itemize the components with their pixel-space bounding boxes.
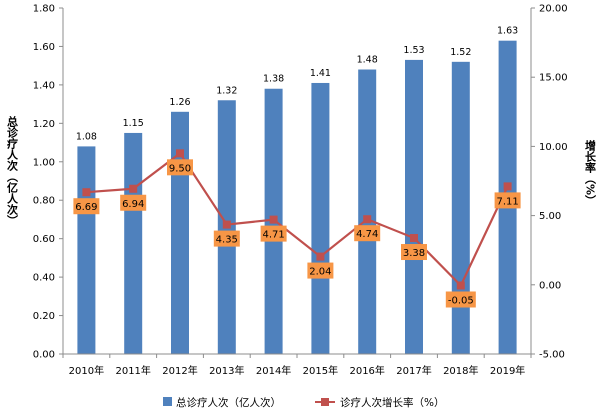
y2-tick-label: 5.00 [539, 211, 561, 222]
rate-value-label: 6.69 [75, 202, 97, 213]
y2-tick-label: 10.00 [539, 142, 568, 153]
rate-label-box [445, 291, 476, 308]
y-tick-label: 1.20 [33, 119, 55, 130]
y-axis-right-title: 增长率（%） [584, 139, 598, 206]
legend-label-line: 诊疗人次增长率（%） [340, 396, 444, 409]
y-axis-left-title: 总诊疗人次（亿人次） [6, 115, 20, 226]
bar-value-label: 1.41 [310, 68, 331, 79]
bar-value-label: 1.63 [497, 26, 518, 37]
bar [77, 146, 96, 354]
bar-value-label: 1.15 [123, 118, 144, 129]
bar [171, 111, 189, 354]
rate-value-label: 7.11 [496, 196, 518, 207]
bar [124, 132, 143, 354]
x-tick-label: 2019年 [490, 364, 525, 377]
rate-marker [269, 215, 278, 224]
rate-label-box [73, 198, 100, 215]
x-tick-label: 2017年 [396, 364, 431, 377]
bar-value-label: 1.32 [216, 85, 237, 96]
x-axis-ticks: 2010年 2011年 2012年 2013年 2014年 2015年 2016年 2017年… [62, 354, 532, 377]
legend-swatch-marker [321, 398, 329, 406]
y-tick-label: 0.00 [33, 350, 55, 361]
y-tick-label: 1.80 [33, 4, 55, 15]
rate-value-label: 4.71 [262, 230, 284, 241]
bar-value-label: 1.38 [263, 74, 284, 85]
bar-value-label: 1.48 [357, 55, 378, 66]
bar [451, 61, 470, 354]
bar-value-label: 1.26 [169, 97, 190, 108]
bar-value-label: 1.53 [403, 45, 424, 56]
bar-value-label: 1.52 [450, 47, 471, 58]
rate-value-label: 6.94 [122, 199, 144, 210]
rate-marker [503, 182, 512, 191]
bar [405, 59, 423, 355]
x-tick-label: 2012年 [162, 364, 197, 377]
rate-marker [410, 234, 418, 243]
rate-value-label: 4.35 [216, 235, 238, 246]
rate-value-label: 2.04 [309, 267, 331, 278]
rate-marker [456, 281, 465, 290]
legend-label-bar: 总诊疗人次（亿人次） [176, 396, 281, 409]
bar [311, 82, 330, 354]
y-axis-right-ticks: -5.00 0.00 5.00 10.00 15.00 20.00 [531, 4, 568, 361]
rate-marker [82, 188, 91, 197]
x-tick-label: 2011年 [115, 364, 150, 377]
rate-value-label: 3.38 [403, 248, 425, 259]
rate-marker [176, 149, 184, 158]
rate-marker [222, 220, 231, 229]
rate-line [86, 151, 509, 288]
rate-label-box [260, 225, 287, 242]
rate-marker [363, 215, 372, 224]
y2-tick-label: 15.00 [539, 73, 568, 84]
y-axis-left-ticks: 0.00 0.20 0.40 0.60 0.80 1.00 1.20 1.40 1.60 1.80 [33, 4, 63, 361]
x-tick-label: 2014年 [256, 364, 291, 377]
rate-label-box [167, 159, 193, 176]
y2-tick-label: -5.00 [539, 350, 565, 361]
y-tick-label: 0.80 [33, 196, 55, 207]
legend: 总诊疗人次（亿人次） 诊疗人次增长率（%） [163, 396, 444, 409]
x-tick-label: 2010年 [69, 364, 104, 377]
y-tick-label: 0.40 [33, 273, 55, 284]
y-tick-label: 1.60 [33, 42, 55, 53]
y-tick-label: 0.60 [33, 234, 55, 245]
rate-label-box [307, 262, 334, 279]
rate-marker [316, 252, 325, 261]
rate-label-box [401, 244, 427, 261]
y2-tick-label: 0.00 [539, 280, 561, 291]
y-tick-label: 0.20 [33, 311, 55, 322]
rate-label-box [494, 192, 521, 209]
rate-value-label: 9.50 [169, 163, 191, 174]
rate-label-box [354, 225, 381, 242]
y2-tick-label: 20.00 [539, 4, 568, 15]
x-tick-label: 2013年 [209, 364, 244, 377]
legend-swatch-bar [163, 397, 172, 406]
bar-value-label: 1.08 [76, 131, 97, 142]
bar-value-labels: 1.08 1.15 1.26 1.32 1.38 1.41 1.48 1.53 1.52 1.63 [76, 26, 518, 143]
x-tick-label: 2015年 [303, 364, 338, 377]
rate-label-box [120, 194, 147, 211]
y-tick-label: 1.00 [33, 157, 55, 168]
x-tick-label: 2016年 [349, 364, 384, 377]
y-tick-label: 1.40 [33, 80, 55, 91]
rate-value-label: -0.05 [448, 295, 474, 306]
rate-value-label: 4.74 [356, 229, 378, 240]
x-tick-label: 2018年 [443, 364, 478, 377]
line-series: 6.69 6.94 9.50 4.35 4.71 2.04 4.74 3.38 -0.05 7.1… [73, 149, 521, 308]
rate-label-box [213, 230, 240, 247]
bar [358, 69, 377, 354]
rate-marker [129, 184, 138, 193]
